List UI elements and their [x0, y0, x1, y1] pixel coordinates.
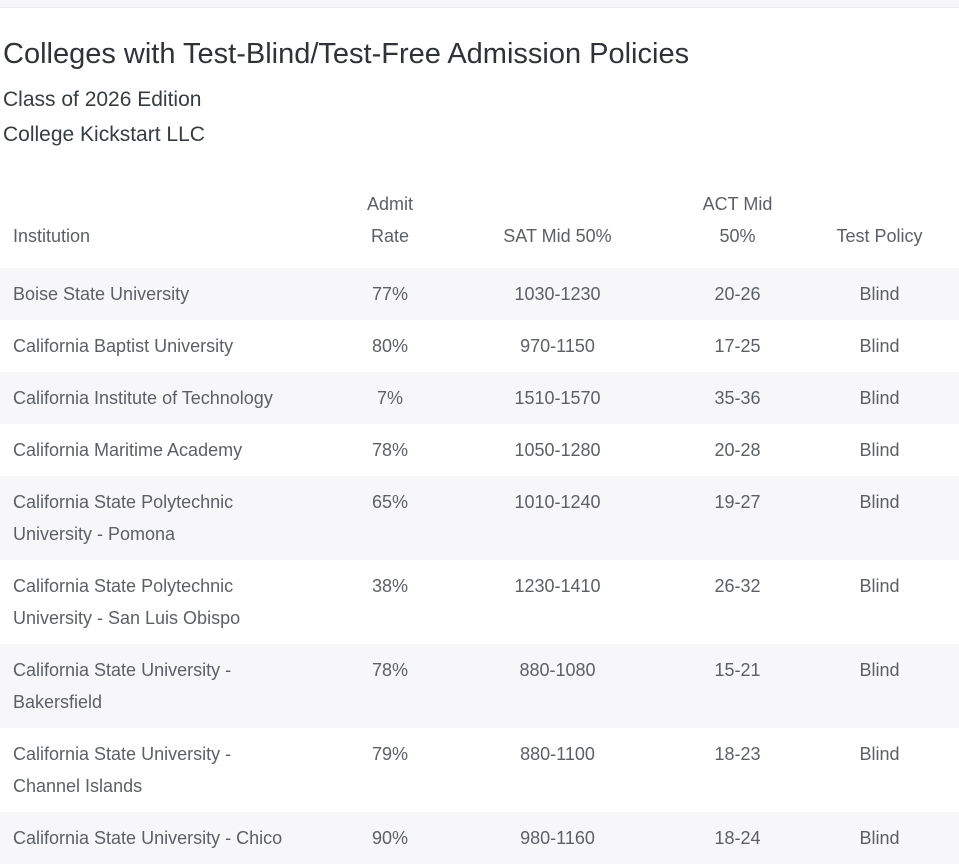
admit-rate-cell: 7% [376, 388, 403, 408]
table-row: California Institute of Technology 7% 15… [0, 372, 959, 424]
column-header-act-mid: ACT Mid 50% [702, 194, 773, 246]
table-row: California Maritime Academy 78% 1050-128… [0, 424, 959, 476]
admit-rate-cell: 78% [371, 440, 409, 460]
act-cell: 20-28 [714, 440, 761, 460]
page-organization: College Kickstart LLC [3, 123, 205, 146]
act-cell: 19-27 [714, 492, 761, 512]
policy-cell: Blind [859, 492, 900, 512]
sat-cell: 970-1150 [520, 336, 595, 356]
institution-cell: California State University - Bakersfiel… [13, 660, 232, 712]
page-title: Colleges with Test-Blind/Test-Free Admis… [3, 38, 690, 70]
act-cell: 26-32 [714, 576, 761, 596]
table-row: California Baptist University 80% 970-11… [0, 320, 959, 372]
policy-cell: Blind [859, 336, 900, 356]
admit-rate-cell: 38% [371, 576, 409, 596]
sat-cell: 1230-1410 [514, 576, 601, 596]
act-cell: 17-25 [714, 336, 761, 356]
act-cell: 18-23 [714, 744, 761, 764]
column-header-admit-rate: Admit Rate [366, 194, 413, 246]
sat-cell: 1510-1570 [514, 388, 601, 408]
sat-cell: 1030-1230 [514, 284, 601, 304]
institution-cell: California State Polytechnic University … [13, 492, 234, 544]
column-header-institution: Institution [13, 226, 91, 246]
colleges-table: Institution Admit Rate SAT Mid 50% ACT M… [0, 188, 959, 864]
institution-cell: Boise State University [13, 284, 190, 304]
table-header-row: Institution Admit Rate SAT Mid 50% ACT M… [0, 188, 959, 268]
policy-cell: Blind [859, 660, 900, 680]
sat-cell: 1050-1280 [514, 440, 601, 460]
act-cell: 35-36 [714, 388, 761, 408]
column-header-sat-mid: SAT Mid 50% [503, 226, 612, 246]
column-header-test-policy: Test Policy [836, 226, 923, 246]
table-row: California State University - Channel Is… [0, 728, 959, 812]
sat-cell: 980-1160 [520, 828, 595, 848]
act-cell: 20-26 [714, 284, 761, 304]
table-row: Boise State University 77% 1030-1230 20-… [0, 268, 959, 320]
institution-cell: California Baptist University [13, 336, 234, 356]
admit-rate-cell: 78% [371, 660, 409, 680]
admit-rate-cell: 79% [371, 744, 409, 764]
policy-cell: Blind [859, 284, 900, 304]
top-divider-band [0, 0, 959, 8]
institution-cell: California State University - Chico [13, 828, 283, 848]
institution-cell: California State University - Channel Is… [13, 744, 232, 796]
admit-rate-cell: 80% [371, 336, 409, 356]
policy-cell: Blind [859, 576, 900, 596]
sat-cell: 880-1080 [519, 660, 596, 680]
act-cell: 15-21 [714, 660, 761, 680]
policy-cell: Blind [859, 744, 900, 764]
policy-cell: Blind [859, 440, 900, 460]
admit-rate-cell: 77% [371, 284, 409, 304]
institution-cell: California State Polytechnic University … [13, 576, 241, 628]
page-subtitle: Class of 2026 Edition [3, 88, 202, 111]
sat-cell: 1010-1240 [514, 492, 601, 512]
admit-rate-cell: 65% [371, 492, 409, 512]
table-row: California State Polytechnic University … [0, 560, 959, 644]
sat-cell: 880-1100 [520, 744, 595, 764]
table-row: California State Polytechnic University … [0, 476, 959, 560]
policy-cell: Blind [859, 828, 900, 848]
admit-rate-cell: 90% [371, 828, 409, 848]
institution-cell: California Maritime Academy [13, 440, 243, 460]
page-header: Colleges with Test-Blind/Test-Free Admis… [0, 38, 959, 147]
act-cell: 18-24 [714, 828, 761, 848]
table-row: California State University - Bakersfiel… [0, 644, 959, 728]
table-row: California State University - Chico 90% … [0, 812, 959, 864]
policy-cell: Blind [859, 388, 900, 408]
institution-cell: California Institute of Technology [13, 388, 273, 408]
